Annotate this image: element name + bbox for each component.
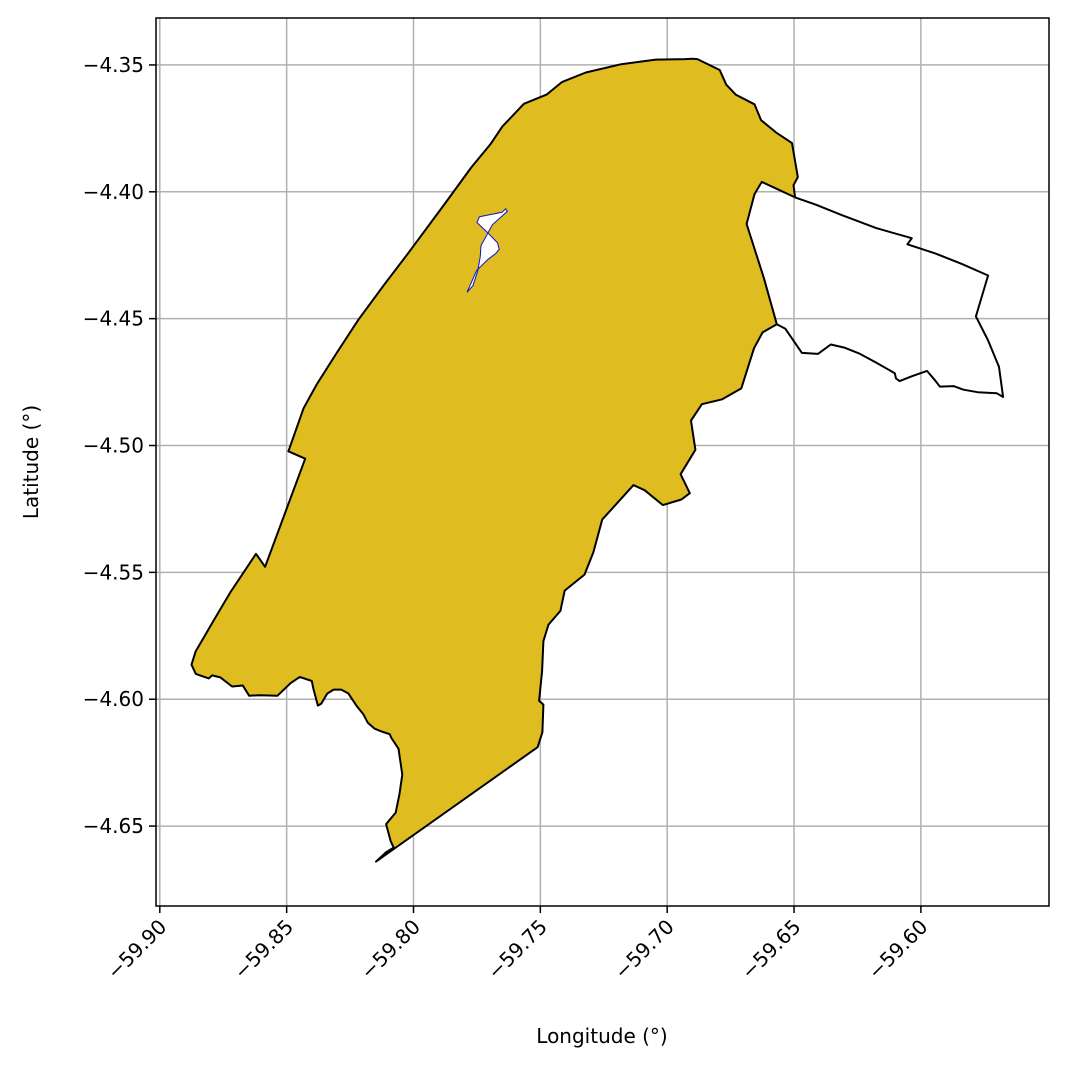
- y-tick-label: −4.45: [83, 307, 144, 331]
- filled-region: [190, 57, 799, 863]
- y-tick-label: −4.60: [83, 687, 144, 711]
- y-tick-label: −4.50: [83, 434, 144, 458]
- plot-frame: [155, 17, 1050, 907]
- y-axis-label: Latitude (°): [19, 405, 43, 519]
- hole-region: [466, 208, 509, 293]
- map-shapes: [190, 57, 1005, 863]
- y-tick-label: −4.65: [83, 814, 144, 838]
- outside-boundary: [776, 196, 1005, 398]
- x-axis-label: Longitude (°): [536, 1024, 667, 1048]
- y-tick-label: −4.55: [83, 560, 144, 584]
- y-tick-label: −4.35: [83, 53, 144, 77]
- y-tick-label: −4.40: [83, 180, 144, 204]
